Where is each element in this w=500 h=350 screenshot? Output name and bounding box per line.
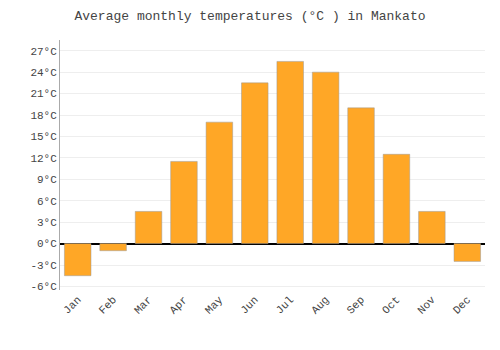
svg-text:Apr: Apr xyxy=(167,294,189,316)
svg-text:Jan: Jan xyxy=(61,294,83,316)
svg-text:Aug: Aug xyxy=(309,294,331,316)
svg-text:-3°C: -3°C xyxy=(30,260,57,272)
svg-text:Jun: Jun xyxy=(238,294,260,316)
svg-text:May: May xyxy=(203,294,226,317)
svg-text:12°C: 12°C xyxy=(30,153,57,165)
svg-text:3°C: 3°C xyxy=(37,217,57,229)
svg-text:Dec: Dec xyxy=(451,294,473,316)
svg-text:27°C: 27°C xyxy=(30,46,57,58)
svg-text:Sep: Sep xyxy=(345,294,367,316)
svg-text:-6°C: -6°C xyxy=(30,281,57,293)
svg-text:9°C: 9°C xyxy=(37,174,57,186)
svg-text:15°C: 15°C xyxy=(30,131,57,143)
svg-text:Average monthly temperatures (: Average monthly temperatures (°C ) in Ma… xyxy=(74,9,425,24)
svg-text:Nov: Nov xyxy=(415,294,438,317)
svg-text:Jul: Jul xyxy=(274,294,296,316)
svg-text:21°C: 21°C xyxy=(30,88,57,100)
svg-text:6°C: 6°C xyxy=(37,196,57,208)
svg-text:24°C: 24°C xyxy=(30,67,57,79)
svg-text:Oct: Oct xyxy=(380,294,402,316)
svg-text:0°C: 0°C xyxy=(37,238,57,250)
svg-text:18°C: 18°C xyxy=(30,110,57,122)
svg-text:Mar: Mar xyxy=(132,294,154,316)
svg-text:Feb: Feb xyxy=(97,294,119,316)
